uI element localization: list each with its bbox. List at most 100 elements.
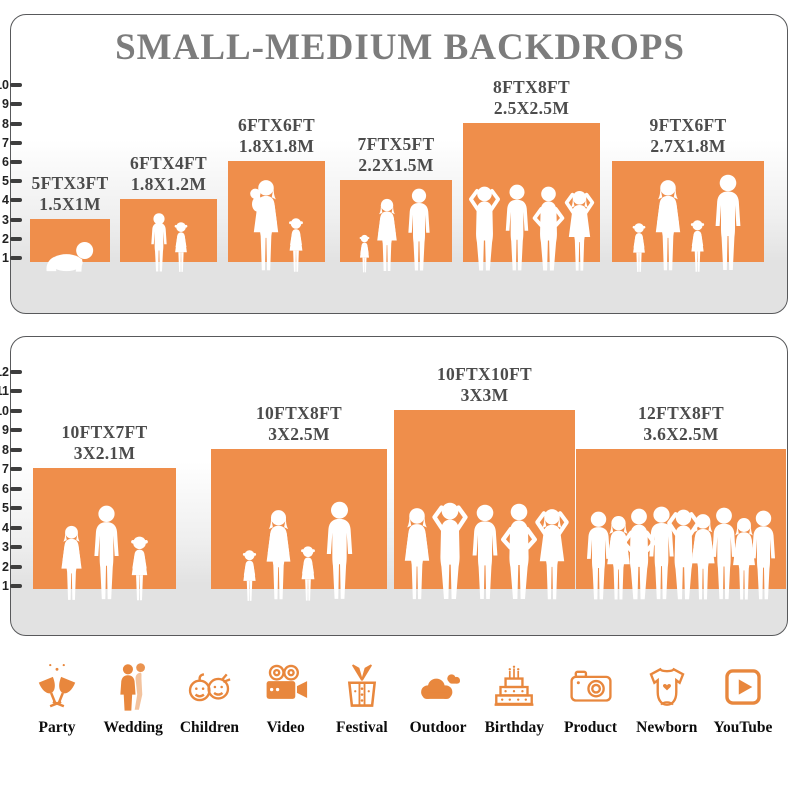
size-m-label: 3X3M — [460, 384, 509, 405]
man-akimbo-silhouette — [621, 508, 656, 600]
man-armsup-silhouette — [432, 502, 468, 599]
axis-tick-label: 9 — [2, 97, 9, 112]
size-ft-label: 10FTX7FT — [61, 422, 148, 442]
people-silhouettes — [576, 453, 786, 603]
axis-tick — [10, 121, 22, 126]
people-silhouettes — [394, 453, 575, 603]
axis-tick-label: 1 — [2, 251, 9, 265]
axis-tick — [10, 506, 22, 510]
size-ft-label: 5FTX3FT — [31, 172, 109, 193]
axis-tick — [10, 198, 22, 203]
axis-tick — [10, 467, 22, 471]
newborn-icon — [649, 667, 685, 706]
axis-tick-label: 6 — [2, 481, 9, 496]
axis-tick — [10, 160, 22, 164]
axis-tick-label: 2 — [2, 559, 9, 574]
category-product: Product — [556, 660, 626, 737]
size-ft-label: 7FTX5FT — [357, 134, 435, 155]
size-ft-label: 10FTX10FT — [436, 363, 533, 384]
man-silhouette — [715, 174, 740, 270]
baby-silhouette — [45, 242, 93, 272]
woman-armsup-silhouette — [564, 191, 595, 271]
category-label: Newborn — [636, 719, 698, 736]
category-birthday: Birthday — [479, 660, 549, 737]
bar-size-label: 7FTX5FT 2.2X1.5M — [320, 134, 472, 176]
girl-silhouette — [300, 546, 315, 601]
category-outdoor: Outdoor — [403, 660, 473, 737]
category-label: Video — [266, 719, 305, 736]
size-m-label: 1.5X1M — [39, 193, 101, 214]
category-label: Birthday — [484, 719, 545, 736]
size-ft-label: 6FTX6FT — [238, 115, 315, 135]
size-m-label: 2.5X2.5M — [493, 97, 570, 118]
axis-tick-label: 7 — [2, 462, 9, 476]
people-silhouettes — [33, 453, 176, 603]
festival-icon — [347, 664, 376, 707]
man-silhouette — [326, 501, 352, 599]
axis-tick — [10, 369, 22, 374]
woman-silhouette — [376, 198, 397, 271]
girl-silhouette — [632, 223, 645, 272]
size-ft-label: 9FTX6FT — [649, 115, 727, 135]
axis-tick — [10, 236, 22, 241]
category-party: Party — [22, 660, 92, 737]
size-m-label: 3.6X2.5M — [643, 423, 719, 444]
bar-size-label: 10FTX10FT 3X3M — [374, 364, 595, 406]
bar-size-label: 12FTX8FT 3.6X2.5M — [556, 403, 800, 445]
bar-size-label: 6FTX4FT 1.8X1.2M — [100, 153, 237, 195]
size-m-label: 2.2X1.5M — [358, 155, 434, 176]
axis-tick — [10, 140, 22, 145]
axis-tick-label: 11 — [0, 384, 9, 398]
category-wedding: Wedding — [98, 660, 168, 737]
axis-tick-label: 2 — [2, 231, 9, 246]
size-m-label: 3X2.1M — [73, 443, 136, 463]
axis-tick-label: 9 — [2, 423, 9, 437]
bar-size-label: 8FTX8FT 2.5X2.5M — [443, 77, 620, 119]
category-video: Video — [251, 660, 321, 737]
category-label: Outdoor — [409, 719, 467, 736]
axis-tick — [10, 389, 22, 393]
man-silhouette — [752, 510, 776, 600]
category-festival: Festival — [327, 660, 397, 737]
axis-tick-label: 3 — [2, 212, 9, 227]
woman-silhouette — [691, 514, 715, 600]
backdrop-bar — [211, 448, 387, 589]
axis-tick — [10, 256, 22, 260]
backdrop-bar — [228, 161, 325, 262]
size-ft-label: 10FTX8FT — [255, 402, 342, 423]
axis-tick — [10, 486, 22, 491]
page-title: SMALL-MEDIUM BACKDROPS — [115, 27, 685, 68]
man-silhouette — [94, 505, 119, 600]
axis-tick-label: 3 — [2, 540, 9, 554]
category-label: Wedding — [103, 719, 163, 736]
woman-silhouette — [404, 508, 430, 600]
birthday-icon — [494, 665, 534, 706]
axis-tick — [10, 525, 22, 530]
category-label: Children — [179, 719, 240, 736]
people-silhouettes — [30, 124, 110, 274]
axis-tick — [10, 408, 22, 413]
man-silhouette — [648, 506, 674, 600]
man-akimbo-silhouette — [533, 186, 565, 271]
axis-tick — [10, 83, 22, 88]
backdrop-bar — [340, 180, 452, 262]
category-label: Party — [38, 719, 76, 736]
axis-tick-label: 8 — [2, 442, 9, 457]
girl-silhouette — [242, 550, 256, 601]
axis-tick — [10, 584, 22, 588]
axis-tick-label: 5 — [2, 174, 9, 189]
man-silhouette — [712, 507, 737, 600]
size-ft-label: 12FTX8FT — [637, 402, 724, 423]
axis-tick — [10, 545, 22, 549]
axis-tick — [10, 428, 22, 432]
woman-silhouette — [655, 180, 680, 271]
backdrop-bar — [120, 199, 217, 262]
axis-tick — [10, 179, 22, 184]
woman-armsup-silhouette — [535, 509, 569, 600]
people-silhouettes — [612, 124, 764, 274]
category-newborn: Newborn — [632, 660, 702, 737]
girl-silhouette — [690, 220, 704, 272]
category-row: Party Wedding Children Video Festival Outdoor… — [22, 660, 778, 737]
girl-silhouette — [288, 218, 303, 272]
